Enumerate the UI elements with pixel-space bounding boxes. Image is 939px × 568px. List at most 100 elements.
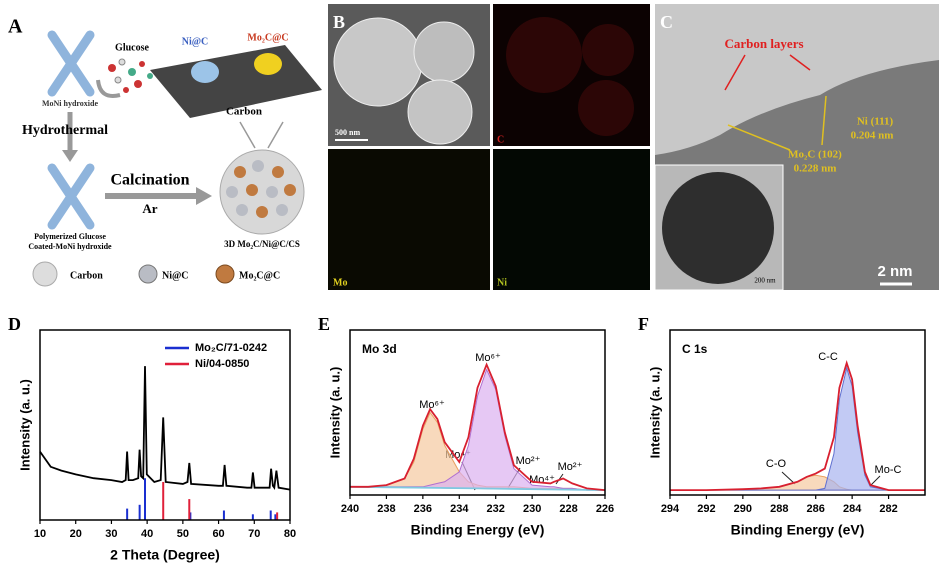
annotation: Mo⁶⁺ [475, 352, 501, 364]
y-axis-label: Intensity (a. u.) [17, 379, 32, 471]
pointer [781, 471, 796, 485]
pointer [789, 54, 811, 71]
pointer [724, 54, 746, 91]
hydroxide-icon [47, 163, 95, 230]
x-tick-label: 10 [34, 528, 46, 540]
x-axis-label: 2 Theta (Degree) [110, 547, 220, 563]
panel-label: F [638, 314, 649, 334]
product-particles [226, 160, 296, 218]
mo-map [328, 149, 490, 290]
map-signal [582, 24, 634, 76]
scale-bar-label: 2 nm [877, 263, 912, 280]
chart: 294 292 290 288 286 284 282 Binding Energy (eV)… [638, 314, 926, 538]
sphere [333, 17, 423, 107]
map-signal [578, 80, 634, 136]
mo2c-c-particle [254, 53, 282, 75]
chart-title: Mo 3d [362, 342, 397, 356]
pointer [821, 95, 827, 146]
chart: 10 20 30 40 50 60 70 80 2 Theta (Degree) Intensit… [8, 314, 296, 563]
x-tick-label: 282 [879, 503, 897, 515]
curve [39, 366, 291, 491]
legend-label: Ni/04-0850 [195, 358, 249, 370]
map-label: Ni [497, 277, 507, 288]
glucose-molecules [108, 58, 153, 93]
x-tick-label: 236 [414, 503, 432, 515]
carbon-layers-label: Carbon layers [724, 36, 803, 51]
arrow-head [196, 187, 212, 205]
map-signal [506, 17, 582, 93]
pointer [239, 121, 256, 149]
x-tick-label: 284 [843, 503, 862, 515]
panel-c: C Carbon layers Ni (111) 0.204 nm Mo₂C (… [654, 4, 939, 291]
annotations-f: C-C C-O Mo-C [766, 351, 902, 487]
chart-title: C 1s [682, 342, 708, 356]
curve [349, 485, 606, 491]
x-tick-label: 238 [377, 503, 395, 515]
mo2c-c-label: Mo₂C@C [247, 32, 288, 43]
panel-label: A [8, 16, 23, 38]
panel-label: E [318, 314, 330, 334]
annotation: Mo²⁺ [558, 461, 583, 473]
vacuum-region [655, 4, 939, 155]
x-tick-label: 226 [596, 503, 614, 515]
carbon-sheet-label: Carbon [226, 106, 262, 118]
legend-icon [138, 264, 158, 284]
annotation: C-C [818, 351, 838, 363]
y-axis-label: Intensity (a. u.) [647, 367, 662, 459]
step-label: Hydrothermal [22, 123, 108, 138]
sphere [413, 21, 475, 83]
annotation: Mo⁶⁺ [419, 399, 445, 411]
pointer [267, 121, 284, 149]
panel-label: D [8, 314, 21, 334]
x-tick-label: 288 [770, 503, 788, 515]
x-tick-label: 60 [212, 528, 224, 540]
chart: 240 238 236 234 232 230 228 226 Binding Energy (… [318, 314, 614, 538]
x-tick-label: 80 [284, 528, 296, 540]
sphere [407, 79, 473, 145]
legend-label: Ni@C [162, 270, 189, 281]
ni-c-label: Ni@C [182, 36, 209, 47]
x-tick-label: 294 [661, 503, 680, 515]
legend-icon [215, 264, 235, 284]
x-tick-label: 228 [559, 503, 577, 515]
x-tick-label: 234 [450, 503, 469, 515]
ni-c-particle [191, 61, 219, 83]
plot-frame [39, 329, 291, 521]
scale-bar-label: 500 nm [335, 128, 360, 137]
x-tick-label: 290 [734, 503, 752, 515]
glucose-label: Glucose [115, 42, 149, 53]
inset-scale-bar-label: 200 nm [754, 277, 776, 285]
step-label: Calcination [110, 172, 189, 189]
x-tick-label: 70 [248, 528, 260, 540]
annotation: Mo⁴⁺ [529, 474, 555, 486]
annotation: Mo²⁺ [516, 455, 541, 467]
atmosphere-label: Ar [142, 201, 157, 216]
pointer [869, 475, 881, 487]
plot-frame [349, 329, 606, 496]
y-axis-label: Intensity (a. u.) [327, 367, 342, 459]
map-label: Mo [333, 277, 347, 288]
panel-label: C [660, 12, 673, 32]
x-tick-label: 292 [697, 503, 715, 515]
intermediate-label: Polymerized Glucose [34, 232, 106, 241]
intermediate-label: Coated-MoNi hydroxide [28, 242, 112, 251]
x-tick-label: 40 [141, 528, 153, 540]
map-label: C [497, 134, 504, 145]
legend-label: Carbon [70, 270, 103, 281]
mo2c-spacing-label: 0.228 nm [794, 163, 837, 175]
x-tick-label: 230 [523, 503, 541, 515]
x-tick-label: 240 [341, 503, 359, 515]
x-axis-label: Binding Energy (eV) [411, 522, 545, 538]
pointer [727, 124, 791, 151]
ni-plane-label: Ni (111) [857, 116, 894, 128]
legend-icon [32, 261, 58, 287]
annotation: C-O [766, 458, 787, 470]
panel-label: B [333, 12, 345, 32]
mo2c-plane-label: Mo₂C (102) [788, 149, 842, 161]
annotation: Mo-C [875, 464, 902, 476]
arrow-head [62, 150, 78, 162]
x-axis-label: Binding Energy (eV) [731, 522, 865, 538]
panel-b: B 500 nm C Mo Ni [328, 4, 650, 290]
